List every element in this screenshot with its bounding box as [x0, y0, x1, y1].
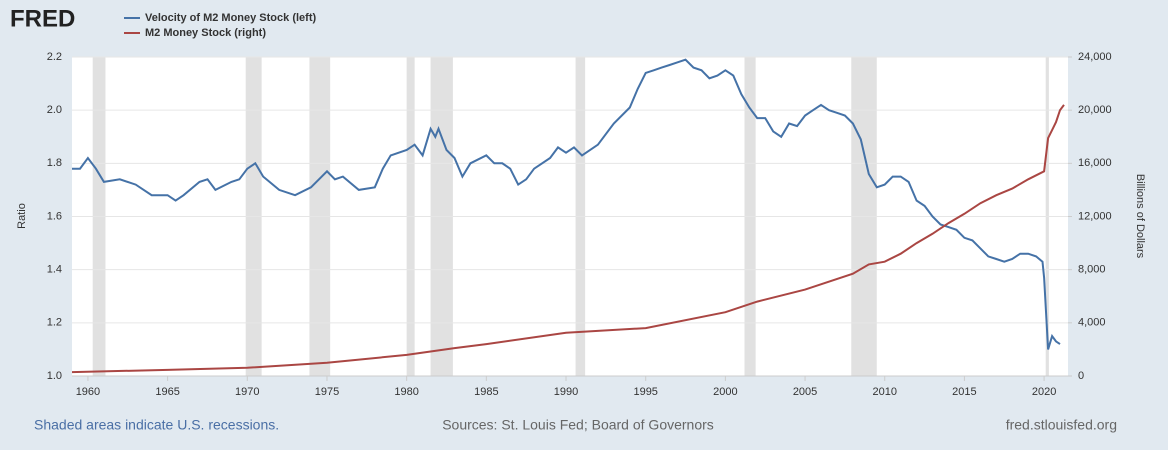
y2-tick-label: 0: [1078, 370, 1084, 382]
y-tick-label: 1.8: [47, 157, 62, 169]
series-line: [72, 58, 1061, 350]
site-link[interactable]: fred.stlouisfed.org: [1006, 417, 1117, 433]
y2-tick-label: 4,000: [1078, 317, 1106, 329]
x-tick-label: 1995: [633, 386, 657, 398]
x-tick-label: 2015: [952, 386, 976, 398]
x-tick-label: 1980: [394, 386, 418, 398]
y2-axis-label: Billions of Dollars: [1134, 174, 1146, 259]
x-tick-label: 2020: [1032, 386, 1056, 398]
y-tick-label: 2.0: [47, 104, 62, 116]
y-tick-label: 1.4: [47, 264, 62, 276]
y-axis-label: Ratio: [16, 203, 28, 229]
y2-tick-label: 12,000: [1078, 210, 1112, 222]
x-tick-label: 1965: [155, 386, 179, 398]
y2-tick-label: 16,000: [1078, 157, 1112, 169]
y2-tick-label: 20,000: [1078, 104, 1112, 116]
x-tick-label: 2000: [713, 386, 737, 398]
source: Sources: St. Louis Fed; Board of Governo…: [442, 417, 714, 433]
y-tick-label: 1.2: [47, 317, 62, 329]
x-tick-label: 2010: [872, 386, 896, 398]
legend-label: Velocity of M2 Money Stock (left): [145, 12, 316, 24]
x-tick-label: 1970: [235, 386, 259, 398]
y2-tick-label: 8,000: [1078, 264, 1106, 276]
logo: FRED: [10, 5, 75, 32]
legend-label: M2 Money Stock (right): [145, 27, 266, 39]
y-tick-label: 1.6: [47, 210, 62, 222]
x-tick-label: 1960: [76, 386, 100, 398]
recession-note: Shaded areas indicate U.S. recessions.: [34, 417, 279, 433]
x-tick-label: 1985: [474, 386, 498, 398]
y-tick-label: 2.2: [47, 51, 62, 63]
series-line: [71, 104, 1065, 374]
x-tick-label: 2005: [793, 386, 817, 398]
y-tick-label: 1.0: [47, 370, 62, 382]
y2-tick-label: 24,000: [1078, 51, 1112, 63]
x-tick-label: 1990: [554, 386, 578, 398]
x-tick-label: 1975: [315, 386, 339, 398]
